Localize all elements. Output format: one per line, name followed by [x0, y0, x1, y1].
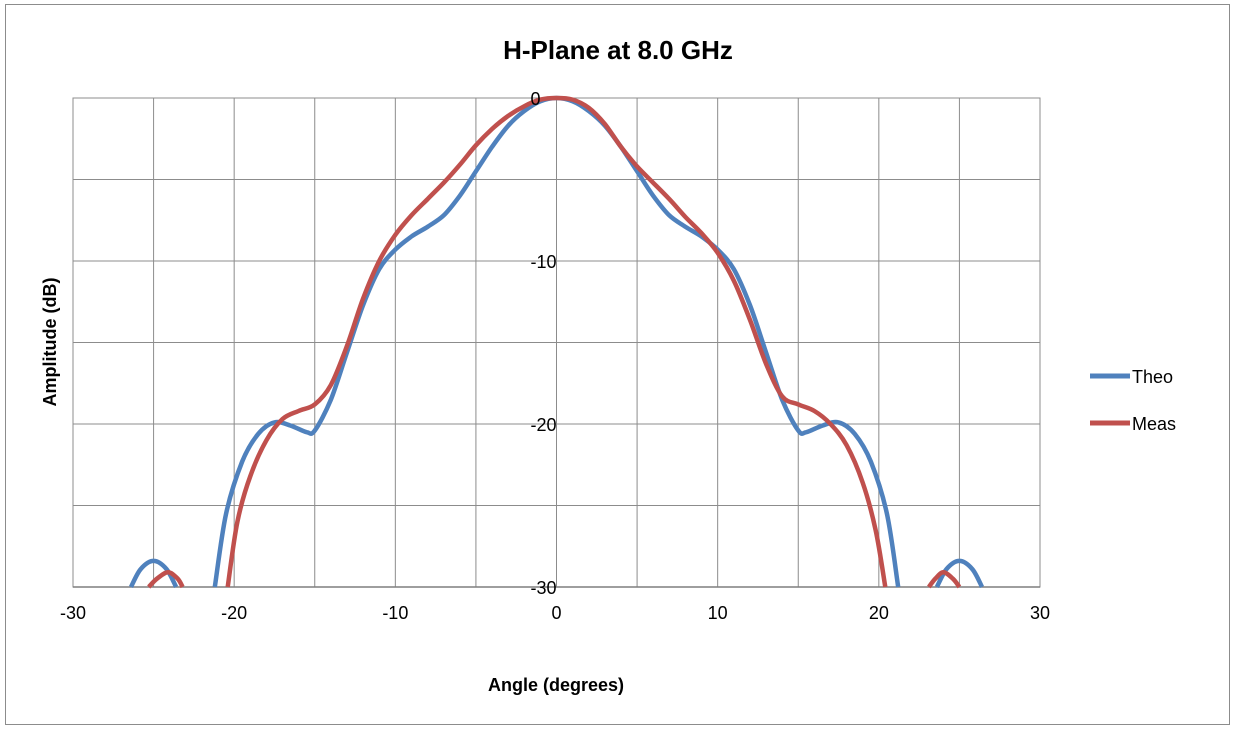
- y-tick-label: 0: [531, 89, 541, 109]
- legend-label-meas: Meas: [1132, 414, 1176, 434]
- x-tick-label: -10: [382, 603, 408, 623]
- legend-item-theo: Theo: [1090, 367, 1173, 387]
- y-tick-label: -30: [531, 578, 557, 598]
- series-meas: [147, 95, 962, 589]
- x-tick-label: -30: [60, 603, 86, 623]
- legend: Theo Meas: [1090, 367, 1176, 434]
- y-tick-label: -10: [531, 252, 557, 272]
- y-axis-title: Amplitude (dB): [40, 278, 60, 407]
- legend-label-theo: Theo: [1132, 367, 1173, 387]
- x-tick-label: -20: [221, 603, 247, 623]
- tick-labels: -30 -20 -10 0 10 20 30 0 -10 -20 -30: [60, 89, 1050, 623]
- chart-frame: [5, 4, 1230, 725]
- x-tick-label: 0: [551, 603, 561, 623]
- legend-item-meas: Meas: [1090, 414, 1176, 434]
- series-line-meas: [147, 570, 185, 589]
- y-tick-label: -20: [531, 415, 557, 435]
- series-line-meas: [927, 570, 962, 589]
- x-tick-label: 10: [708, 603, 728, 623]
- x-tick-label: 20: [869, 603, 889, 623]
- x-tick-label: 30: [1030, 603, 1050, 623]
- series-line-meas: [225, 95, 888, 588]
- x-axis-title: Angle (degrees): [488, 675, 624, 695]
- series-lines: [128, 95, 985, 589]
- chart-title: H-Plane at 8.0 GHz: [503, 35, 733, 65]
